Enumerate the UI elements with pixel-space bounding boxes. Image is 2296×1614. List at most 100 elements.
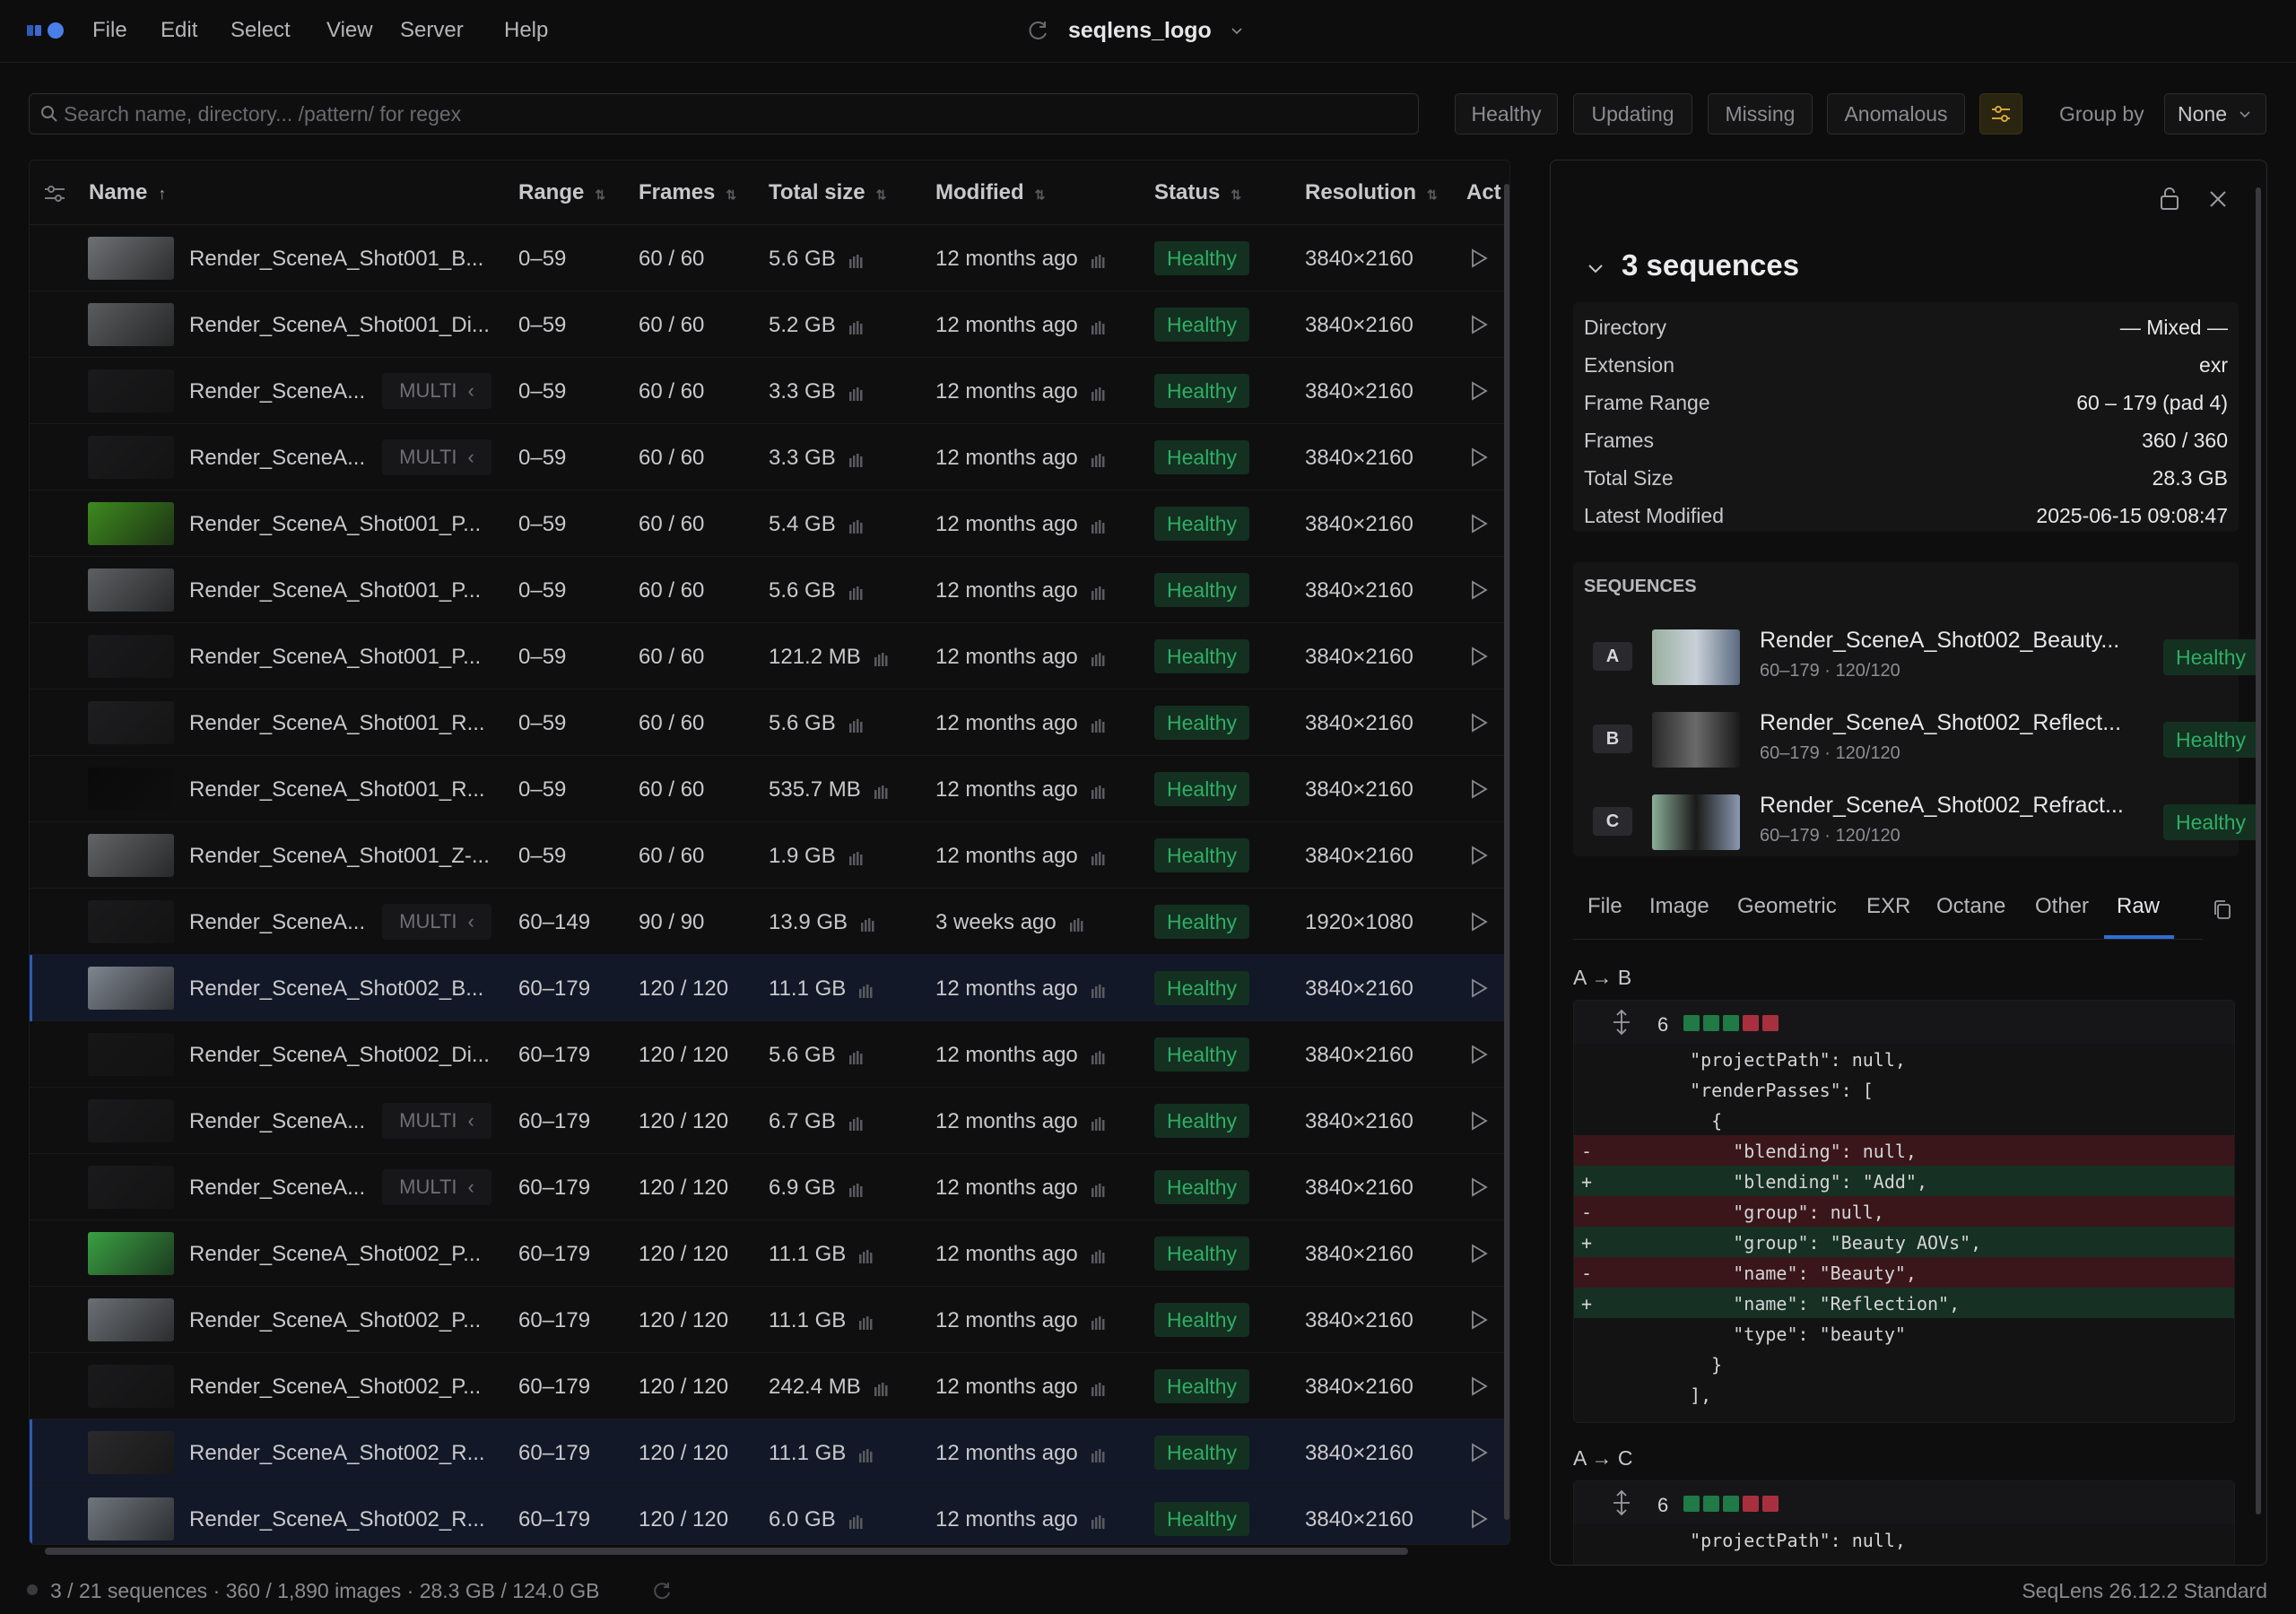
history-chart-icon[interactable]: [1091, 783, 1107, 799]
table-row[interactable]: Render_SceneA_Shot002_P... 60–179 120 / 12…: [30, 1353, 1509, 1419]
table-row[interactable]: Render_SceneA... MULTI ‹ 60–149 90 / 90 13.9 …: [30, 889, 1509, 955]
expand-icon[interactable]: [1610, 1009, 1633, 1036]
project-title[interactable]: seqlens_logo: [1027, 14, 1244, 47]
history-chart-icon[interactable]: [1091, 1048, 1107, 1064]
tab-raw[interactable]: Raw: [2117, 894, 2161, 918]
history-chart-icon[interactable]: [1091, 1181, 1107, 1197]
table-horizontal-scrollbar[interactable]: [45, 1548, 1408, 1555]
sequence-item[interactable]: B Render_SceneA_Shot002_Reflect... 60–179 …: [1573, 700, 2258, 783]
col-name[interactable]: Name ↑: [89, 180, 166, 205]
table-row[interactable]: Render_SceneA_Shot002_Di... 60–179 120 / 1…: [30, 1021, 1509, 1088]
history-chart-icon[interactable]: [874, 650, 890, 666]
history-chart-icon[interactable]: [848, 716, 865, 733]
collapse-chevron-icon[interactable]: [1587, 259, 1605, 277]
table-row[interactable]: Render_SceneA_Shot002_P... 60–179 120 / 12…: [30, 1287, 1509, 1353]
tab-exr[interactable]: EXR: [1866, 894, 1911, 918]
table-row[interactable]: Render_SceneA_Shot001_B... 0–59 60 / 60 5.6…: [30, 225, 1509, 291]
play-icon[interactable]: [1470, 1177, 1488, 1197]
history-chart-icon[interactable]: [1091, 1380, 1107, 1396]
history-chart-icon[interactable]: [1091, 584, 1107, 600]
close-icon[interactable]: [2208, 189, 2228, 209]
menu-server[interactable]: Server: [400, 18, 464, 42]
table-row[interactable]: Render_SceneA... MULTI ‹ 60–179 120 / 120 6.9…: [30, 1154, 1509, 1220]
col-status[interactable]: Status ⇅: [1154, 180, 1241, 205]
history-chart-icon[interactable]: [848, 584, 865, 600]
table-row[interactable]: Render_SceneA_Shot002_P... 60–179 120 / 12…: [30, 1220, 1509, 1287]
table-row[interactable]: Render_SceneA_Shot001_Z-... 0–59 60 / 60 1.…: [30, 822, 1509, 889]
sequence-item[interactable]: C Render_SceneA_Shot002_Refract... 60–179 …: [1573, 783, 2258, 865]
tab-image[interactable]: Image: [1649, 894, 1709, 918]
group-by-select[interactable]: None: [2164, 93, 2266, 134]
table-vertical-scrollbar[interactable]: [1504, 184, 1509, 1520]
col-resolution[interactable]: Resolution ⇅: [1305, 180, 1438, 205]
play-icon[interactable]: [1470, 646, 1488, 666]
multi-badge[interactable]: MULTI ‹: [382, 904, 491, 940]
table-row[interactable]: Render_SceneA... MULTI ‹ 0–59 60 / 60 3.3 GB 1…: [30, 424, 1509, 490]
play-icon[interactable]: [1470, 1045, 1488, 1064]
play-icon[interactable]: [1470, 381, 1488, 401]
history-chart-icon[interactable]: [1091, 318, 1107, 334]
tab-file[interactable]: File: [1587, 894, 1622, 918]
menu-help[interactable]: Help: [504, 18, 549, 42]
history-chart-icon[interactable]: [848, 451, 865, 467]
col-modified[interactable]: Modified ⇅: [935, 180, 1045, 205]
play-icon[interactable]: [1470, 1376, 1488, 1396]
table-row[interactable]: Render_SceneA_Shot001_P... 0–59 60 / 60 5.6…: [30, 557, 1509, 623]
history-chart-icon[interactable]: [1091, 1446, 1107, 1462]
history-chart-icon[interactable]: [858, 1314, 874, 1330]
col-size[interactable]: Total size ⇅: [769, 180, 886, 205]
multi-badge[interactable]: MULTI ‹: [382, 1169, 491, 1205]
play-icon[interactable]: [1470, 713, 1488, 733]
history-chart-icon[interactable]: [1091, 1115, 1107, 1131]
table-row[interactable]: Render_SceneA_Shot002_R... 60–179 120 / 12…: [30, 1419, 1509, 1486]
history-chart-icon[interactable]: [1069, 915, 1085, 932]
copy-icon[interactable]: [2213, 899, 2232, 921]
tab-other[interactable]: Other: [2035, 894, 2090, 918]
table-row[interactable]: Render_SceneA_Shot002_B... 60–179 120 / 12…: [30, 955, 1509, 1021]
table-row[interactable]: Render_SceneA_Shot001_P... 0–59 60 / 60 5.4…: [30, 490, 1509, 557]
history-chart-icon[interactable]: [1091, 517, 1107, 534]
history-chart-icon[interactable]: [1091, 982, 1107, 998]
history-chart-icon[interactable]: [848, 1048, 865, 1064]
table-row[interactable]: Render_SceneA... MULTI ‹ 0–59 60 / 60 3.3 GB 1…: [30, 358, 1509, 424]
history-chart-icon[interactable]: [1091, 716, 1107, 733]
col-frames[interactable]: Frames ⇅: [639, 180, 736, 205]
play-icon[interactable]: [1470, 447, 1488, 467]
history-chart-icon[interactable]: [858, 982, 874, 998]
history-chart-icon[interactable]: [848, 517, 865, 534]
menu-view[interactable]: View: [326, 18, 373, 42]
history-chart-icon[interactable]: [848, 385, 865, 401]
play-icon[interactable]: [1470, 1509, 1488, 1529]
multi-badge[interactable]: MULTI ‹: [382, 439, 491, 475]
history-chart-icon[interactable]: [1091, 849, 1107, 865]
multi-badge[interactable]: MULTI ‹: [382, 373, 491, 409]
table-row[interactable]: Render_SceneA_Shot001_R... 0–59 60 / 60 535…: [30, 756, 1509, 822]
table-row[interactable]: Render_SceneA_Shot002_R... 60–179 120 / 12…: [30, 1486, 1509, 1544]
play-icon[interactable]: [1470, 315, 1488, 334]
play-icon[interactable]: [1470, 779, 1488, 799]
history-chart-icon[interactable]: [848, 252, 865, 268]
play-icon[interactable]: [1470, 514, 1488, 534]
play-icon[interactable]: [1470, 1244, 1488, 1263]
menu-edit[interactable]: Edit: [161, 18, 198, 42]
filter-missing-button[interactable]: Missing: [1708, 93, 1813, 134]
search-input[interactable]: [64, 94, 1409, 134]
sync-icon[interactable]: [651, 1580, 673, 1601]
play-icon[interactable]: [1470, 580, 1488, 600]
tab-geometric[interactable]: Geometric: [1737, 894, 1837, 918]
column-settings-icon[interactable]: [43, 184, 66, 204]
play-icon[interactable]: [1470, 1111, 1488, 1131]
history-chart-icon[interactable]: [848, 1513, 865, 1529]
play-icon[interactable]: [1470, 1443, 1488, 1462]
history-chart-icon[interactable]: [1091, 252, 1107, 268]
history-chart-icon[interactable]: [858, 1247, 874, 1263]
history-chart-icon[interactable]: [1091, 1314, 1107, 1330]
history-chart-icon[interactable]: [858, 1446, 874, 1462]
table-row[interactable]: Render_SceneA_Shot001_Di... 0–59 60 / 60 5.…: [30, 291, 1509, 358]
history-chart-icon[interactable]: [860, 915, 876, 932]
history-chart-icon[interactable]: [1091, 650, 1107, 666]
play-icon[interactable]: [1470, 978, 1488, 998]
history-chart-icon[interactable]: [1091, 385, 1107, 401]
filter-updating-button[interactable]: Updating: [1573, 93, 1692, 134]
table-row[interactable]: Render_SceneA... MULTI ‹ 60–179 120 / 120 6.7…: [30, 1088, 1509, 1154]
